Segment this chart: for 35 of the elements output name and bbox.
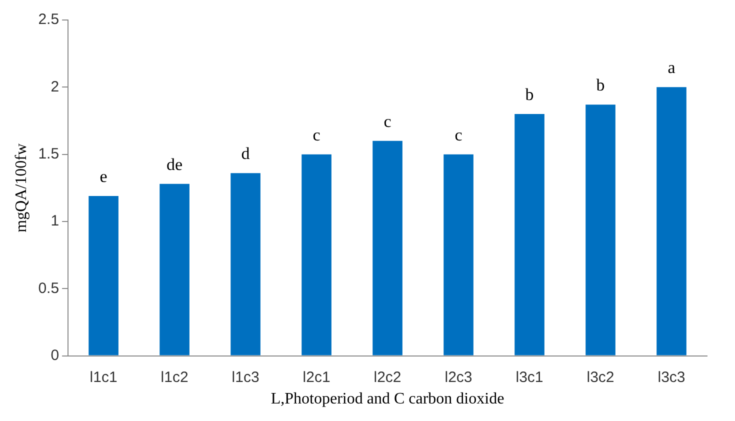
bar	[514, 114, 544, 356]
annotation: a	[668, 58, 676, 78]
bar	[444, 154, 474, 356]
annotation: b	[525, 84, 534, 104]
y-tick-label: 0	[50, 346, 60, 364]
annotation: b	[596, 76, 605, 95]
bar	[586, 104, 616, 356]
annotation: c	[384, 112, 392, 131]
x-tick-label: l1c1	[90, 368, 118, 386]
bar	[372, 140, 402, 356]
annotation: de	[166, 154, 183, 174]
bar	[160, 184, 190, 356]
y-axis-title: mgQA/100fw	[12, 143, 30, 232]
y-tick-label: 2.5	[38, 11, 60, 28]
bar	[230, 173, 260, 356]
x-tick-label: l3c2	[586, 368, 614, 386]
x-tick-label: l1c2	[160, 368, 188, 386]
annotation: c	[312, 125, 321, 144]
annotation: d	[241, 144, 250, 164]
bar	[302, 154, 332, 356]
x-tick-label: l3c3	[658, 368, 686, 386]
x-tick-label: l2c1	[302, 368, 330, 386]
annotation: c	[454, 125, 463, 144]
x-tick-label: l1c3	[232, 368, 260, 386]
bar	[656, 87, 686, 356]
y-tick-label: 2	[50, 78, 60, 96]
y-tick-label: 1.5	[38, 145, 60, 162]
x-tick-label: l3c1	[516, 368, 544, 386]
bar	[88, 196, 118, 356]
x-tick-label: l2c3	[444, 368, 472, 386]
annotation: e	[100, 166, 108, 186]
y-tick-label: 0.5	[38, 280, 60, 297]
x-tick-label: l2c2	[374, 368, 402, 386]
y-tick-label: 1	[50, 212, 60, 230]
x-axis-title: L,Photoperiod and C carbon dioxide	[270, 390, 504, 408]
